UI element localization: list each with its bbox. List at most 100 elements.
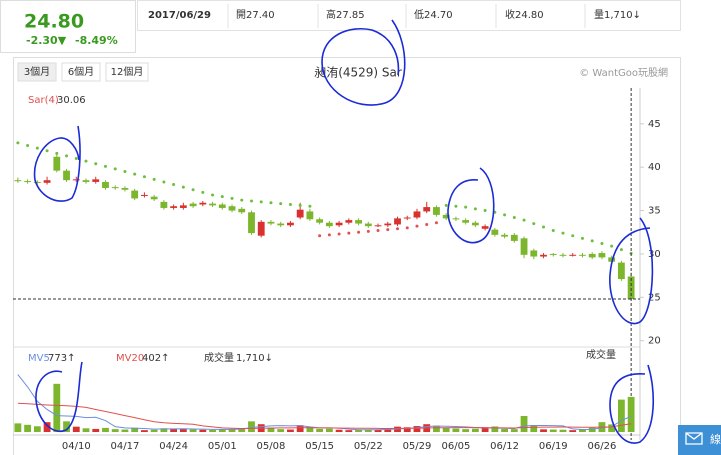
sar-dot xyxy=(191,188,195,192)
y-tick-label: 35 xyxy=(648,206,661,217)
volume-bar xyxy=(92,428,100,432)
volume-bar xyxy=(520,416,528,432)
candle-body xyxy=(238,208,246,213)
candle-body xyxy=(325,222,333,227)
candle-body xyxy=(72,179,80,181)
volume-bar xyxy=(530,425,538,432)
volume-bar xyxy=(617,399,625,432)
volume-bar xyxy=(627,396,635,432)
sar-dot xyxy=(55,151,59,155)
mv5-legend: MV5 xyxy=(28,353,50,364)
range-button-label[interactable]: 12個月 xyxy=(111,65,144,78)
candle-body xyxy=(598,253,606,258)
x-tick-label: 05/15 xyxy=(305,441,334,452)
chat-label[interactable]: 線 xyxy=(710,432,721,446)
candle-body xyxy=(442,214,450,219)
change: -2.30▼ xyxy=(26,34,67,47)
sar-dot xyxy=(133,172,137,176)
candle-body xyxy=(579,254,586,256)
sar-dot xyxy=(522,218,526,222)
sar-dot xyxy=(619,248,623,252)
range-button[interactable] xyxy=(61,62,101,82)
x-tick-label: 04/17 xyxy=(111,441,140,452)
volume-bar xyxy=(471,428,479,432)
range-button-label[interactable]: 6個月 xyxy=(68,65,94,78)
volume-bar xyxy=(53,383,61,432)
volume-bar xyxy=(141,430,148,432)
sar-dot xyxy=(396,227,400,231)
mv5-value: 773↑ xyxy=(48,353,75,364)
sar-dot xyxy=(35,146,39,150)
x-tick-label: 06/05 xyxy=(442,441,471,452)
sar-dot xyxy=(103,164,107,168)
volume-bar xyxy=(540,429,547,432)
candle-body xyxy=(170,206,178,208)
sar-dot xyxy=(425,222,429,226)
sar-dot xyxy=(65,154,69,158)
candle-body xyxy=(92,179,100,182)
candle-body xyxy=(540,254,547,257)
volume-bar xyxy=(608,424,616,432)
range-button-label[interactable]: 3個月 xyxy=(24,65,50,78)
volume-bar xyxy=(72,426,80,432)
sar-dot xyxy=(220,195,224,199)
open: 開27.40 xyxy=(236,9,275,21)
volume-bar xyxy=(306,426,314,432)
volume-bar xyxy=(218,429,226,432)
y-tick-label: 20 xyxy=(648,336,661,347)
candle-body xyxy=(296,209,304,218)
candle-body xyxy=(150,196,158,200)
volume: 量1,710↓ xyxy=(594,9,641,21)
chat-button[interactable] xyxy=(678,425,721,455)
sar-dot xyxy=(211,193,215,197)
candle-body xyxy=(627,276,635,300)
sar-dot xyxy=(454,204,458,208)
sar-dot xyxy=(366,229,370,233)
volume-bar xyxy=(433,425,440,432)
volume-bar xyxy=(248,421,255,432)
volume-bar xyxy=(102,427,109,432)
sar-dot xyxy=(142,175,146,179)
volume-bar xyxy=(33,426,41,432)
candle-body xyxy=(462,220,470,223)
x-tick-label: 06/19 xyxy=(539,441,568,452)
candle-body xyxy=(141,194,148,196)
sar-dot xyxy=(279,202,283,206)
sar-dot xyxy=(240,198,244,202)
x-tick-label: 05/22 xyxy=(354,441,383,452)
sar-dot xyxy=(561,231,565,235)
candle-body xyxy=(520,238,528,255)
candle-body xyxy=(471,222,479,226)
volume-bar xyxy=(325,428,333,432)
sar-legend-value: 30.06 xyxy=(57,95,86,106)
sar-dot xyxy=(610,244,614,248)
volume-bar xyxy=(452,428,460,432)
candle-body xyxy=(111,187,119,189)
volume-bar xyxy=(501,428,508,432)
candle-body xyxy=(364,223,372,227)
candle-body xyxy=(189,203,197,207)
annotations xyxy=(33,19,655,444)
x-tick-label: 06/26 xyxy=(588,441,617,452)
candle-body xyxy=(257,221,265,236)
candle-body xyxy=(569,254,577,256)
chat-icon[interactable] xyxy=(685,432,703,445)
volume-bar xyxy=(150,429,158,432)
candle-body xyxy=(403,217,411,219)
sar-dot xyxy=(376,229,380,233)
volume-bar xyxy=(179,428,187,432)
volume-bar xyxy=(364,429,372,432)
sar-dot xyxy=(94,162,98,166)
volume-bar xyxy=(209,429,216,432)
range-button[interactable] xyxy=(17,62,57,82)
volume-bar xyxy=(481,427,489,432)
x-tick-label: 06/12 xyxy=(490,441,519,452)
sar-dot xyxy=(84,159,88,163)
candle-body xyxy=(530,250,538,257)
range-button[interactable] xyxy=(105,62,149,82)
sar-dot xyxy=(415,224,419,228)
volume-bar xyxy=(491,426,499,432)
volume-bar xyxy=(549,429,557,432)
candle-body xyxy=(160,201,168,208)
